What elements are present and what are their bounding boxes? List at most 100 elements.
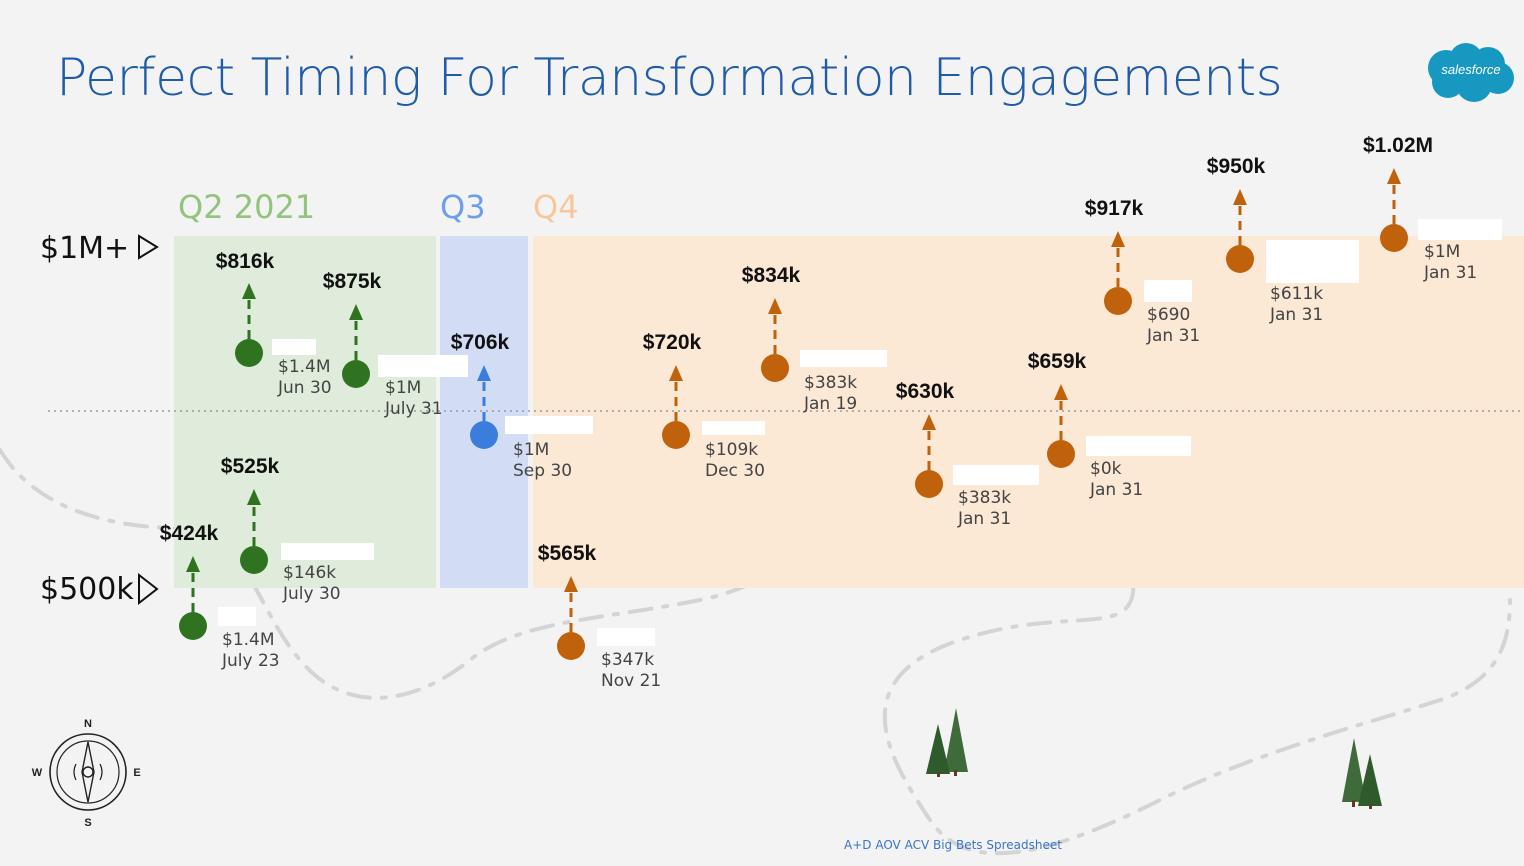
deal-point (1047, 440, 1075, 468)
deal-date: Jan 31 (1423, 263, 1477, 283)
deal-aov-label: $706k (451, 331, 510, 354)
deal-arrowhead (768, 298, 782, 314)
deal-date: Jan 31 (957, 509, 1011, 529)
deal-date: Sep 30 (513, 461, 572, 481)
deal-aov-label: $834k (742, 264, 801, 287)
deal-point (662, 421, 690, 449)
deal-arrowhead (477, 365, 491, 381)
deal-date: Jan 31 (1146, 326, 1200, 346)
compass-w: W (32, 767, 43, 779)
redacted-name (272, 339, 316, 355)
redacted-name (702, 421, 765, 435)
deal-point (915, 470, 943, 498)
y-marker-arrow (138, 234, 159, 260)
deal-arrowhead (1387, 168, 1401, 184)
deal-date: Jan 31 (1089, 480, 1143, 500)
deal-arrowhead (669, 365, 683, 381)
deal-aov-label: $816k (216, 250, 275, 273)
redacted-name (800, 350, 887, 367)
salesforce-logo (1428, 43, 1514, 102)
deal-point (1380, 224, 1408, 252)
redacted-name (1086, 436, 1191, 456)
deal-point (761, 354, 789, 382)
deal-date: Jan 19 (803, 394, 857, 414)
redacted-name (378, 355, 468, 377)
deal-arrowhead (186, 556, 200, 572)
deal-amount: $1M (385, 378, 421, 398)
trail-path (0, 448, 1512, 856)
tree-icon (1342, 738, 1382, 809)
logo-text: salesforce (1441, 62, 1501, 77)
tree-icon (926, 708, 968, 777)
deal-point (235, 339, 263, 367)
y-marker-arrow (138, 572, 159, 606)
deal-amount: $1M (1424, 242, 1460, 262)
deal-amount: $347k (601, 650, 654, 670)
deal-date: Jun 30 (277, 378, 332, 398)
deal-point (470, 421, 498, 449)
redacted-name (505, 416, 593, 434)
period-band (533, 236, 1524, 588)
redacted-name (218, 607, 256, 626)
deal-aov-label: $875k (323, 270, 382, 293)
deal-amount: $383k (804, 373, 857, 393)
page-title: Perfect Timing For Transformation Engage… (56, 48, 1283, 108)
deal-date: Dec 30 (705, 461, 765, 481)
deal-date: July 31 (384, 399, 443, 419)
deal-date: July 23 (221, 651, 280, 671)
deal-point (1104, 287, 1132, 315)
deal-amount: $611k (1270, 284, 1323, 304)
redacted-name (597, 628, 655, 646)
period-label: Q3 (440, 188, 486, 226)
deal-aov-label: $565k (538, 542, 597, 565)
deal-aov-label: $525k (221, 455, 280, 478)
deal-date: July 30 (282, 584, 341, 604)
compass-icon: N S E W (32, 718, 141, 829)
deal-arrowhead (1111, 231, 1125, 247)
deal-aov-label: $1.02M (1363, 134, 1433, 157)
redacted-name (1144, 280, 1192, 302)
deal-arrowhead (564, 576, 578, 592)
redacted-name (281, 543, 374, 560)
period-label: Q4 (533, 188, 579, 226)
deal-amount: $1M (513, 440, 549, 460)
deal-aov-label: $630k (896, 380, 955, 403)
deal-amount: $383k (958, 488, 1011, 508)
period-band (174, 236, 436, 588)
deal-amount: $109k (705, 440, 758, 460)
y-marker-label: $1M+ (40, 231, 129, 266)
deal-arrowhead (349, 304, 363, 320)
deal-aov-label: $720k (643, 331, 702, 354)
deal-point (240, 546, 268, 574)
deal-date: Jan 31 (1269, 305, 1323, 325)
deal-aov-label: $659k (1028, 350, 1087, 373)
y-marker-label: $500k (40, 572, 134, 607)
deal-amount: $146k (283, 563, 336, 583)
compass-e: E (133, 767, 140, 779)
period-label: Q2 2021 (178, 188, 315, 226)
deal-date: Nov 21 (601, 671, 661, 691)
compass-s: S (84, 817, 91, 829)
deal-point (1226, 245, 1254, 273)
source-note: A+D AOV ACV Big Bets Spreadsheet (844, 838, 1062, 852)
redacted-name (1418, 219, 1502, 240)
deal-amount: $690 (1147, 305, 1190, 325)
deal-arrowhead (247, 489, 261, 505)
deal-aov-label: $917k (1085, 197, 1144, 220)
deal-amount: $1.4M (278, 357, 331, 377)
deal-amount: $1.4M (222, 630, 275, 650)
deal-point (179, 612, 207, 640)
deal-arrowhead (1054, 384, 1068, 400)
